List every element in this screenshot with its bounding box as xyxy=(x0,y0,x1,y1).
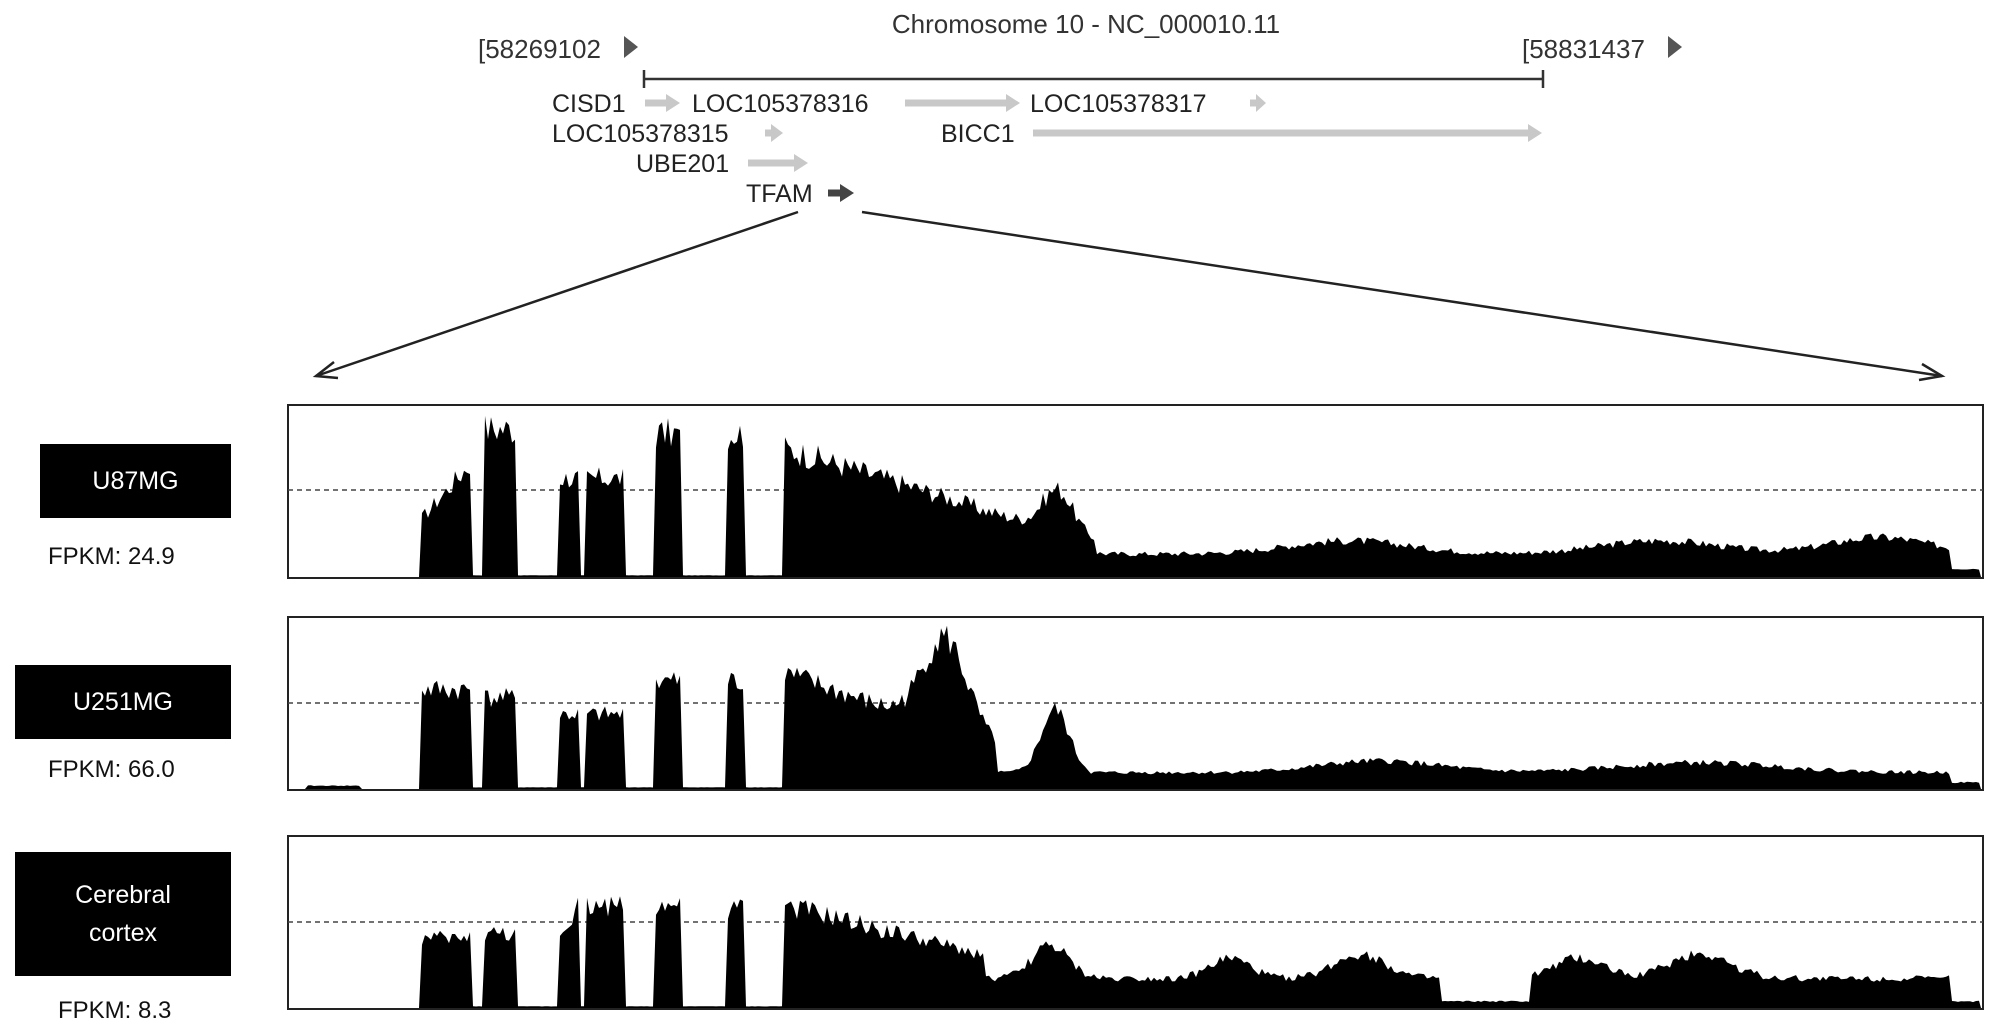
gene-label: CISD1 xyxy=(552,90,626,118)
chromosome-title: Chromosome 10 - NC_000010.11 xyxy=(892,9,1280,39)
fpkm-value: FPKM: 24.9 xyxy=(48,543,175,570)
coverage-panel xyxy=(287,616,1984,791)
range-end-arrow-icon xyxy=(1668,36,1682,58)
sample-name: Cerebral cortex xyxy=(75,881,171,947)
coverage-profile xyxy=(290,625,1981,789)
gene-label: UBE201 xyxy=(636,150,729,178)
gene-label: TFAM xyxy=(746,180,813,208)
gene-arrow-icon xyxy=(828,184,854,202)
fpkm-value: FPKM: 66.0 xyxy=(48,756,175,783)
gene-label: BICC1 xyxy=(941,120,1015,148)
gene-arrow-icon xyxy=(1033,124,1542,142)
sample-label-box: Cerebral cortex xyxy=(15,852,231,976)
coverage-profile xyxy=(290,896,1981,1008)
gene-label: LOC105378317 xyxy=(1030,90,1207,118)
gene-label: LOC105378316 xyxy=(692,90,869,118)
zoom-indicator xyxy=(312,210,1946,382)
range-start-label: [58269102 xyxy=(478,34,601,64)
sample-label-box: U87MG xyxy=(40,444,231,518)
gene-arrow-icon xyxy=(1250,94,1266,112)
range-start-arrow-icon xyxy=(624,36,638,58)
range-end-label: [58831437 xyxy=(1522,34,1645,64)
gene-label: LOC105378315 xyxy=(552,120,729,148)
coverage-panel xyxy=(287,835,1984,1010)
sample-label-box: U251MG xyxy=(15,665,231,739)
gene-arrow-icon xyxy=(905,94,1020,112)
coverage-panel xyxy=(287,404,1984,579)
sample-name: U87MG xyxy=(92,467,179,495)
gene-track: CISD1 LOC105378316 LOC105378317 LOC10537… xyxy=(552,90,1542,208)
gene-arrow-icon xyxy=(748,154,808,172)
gene-arrow-icon xyxy=(645,94,680,112)
gene-arrow-icon xyxy=(765,124,783,142)
coverage-profile xyxy=(290,415,1981,577)
sample-name: U251MG xyxy=(72,688,174,716)
fpkm-value: FPKM: 8.3 xyxy=(58,997,172,1024)
